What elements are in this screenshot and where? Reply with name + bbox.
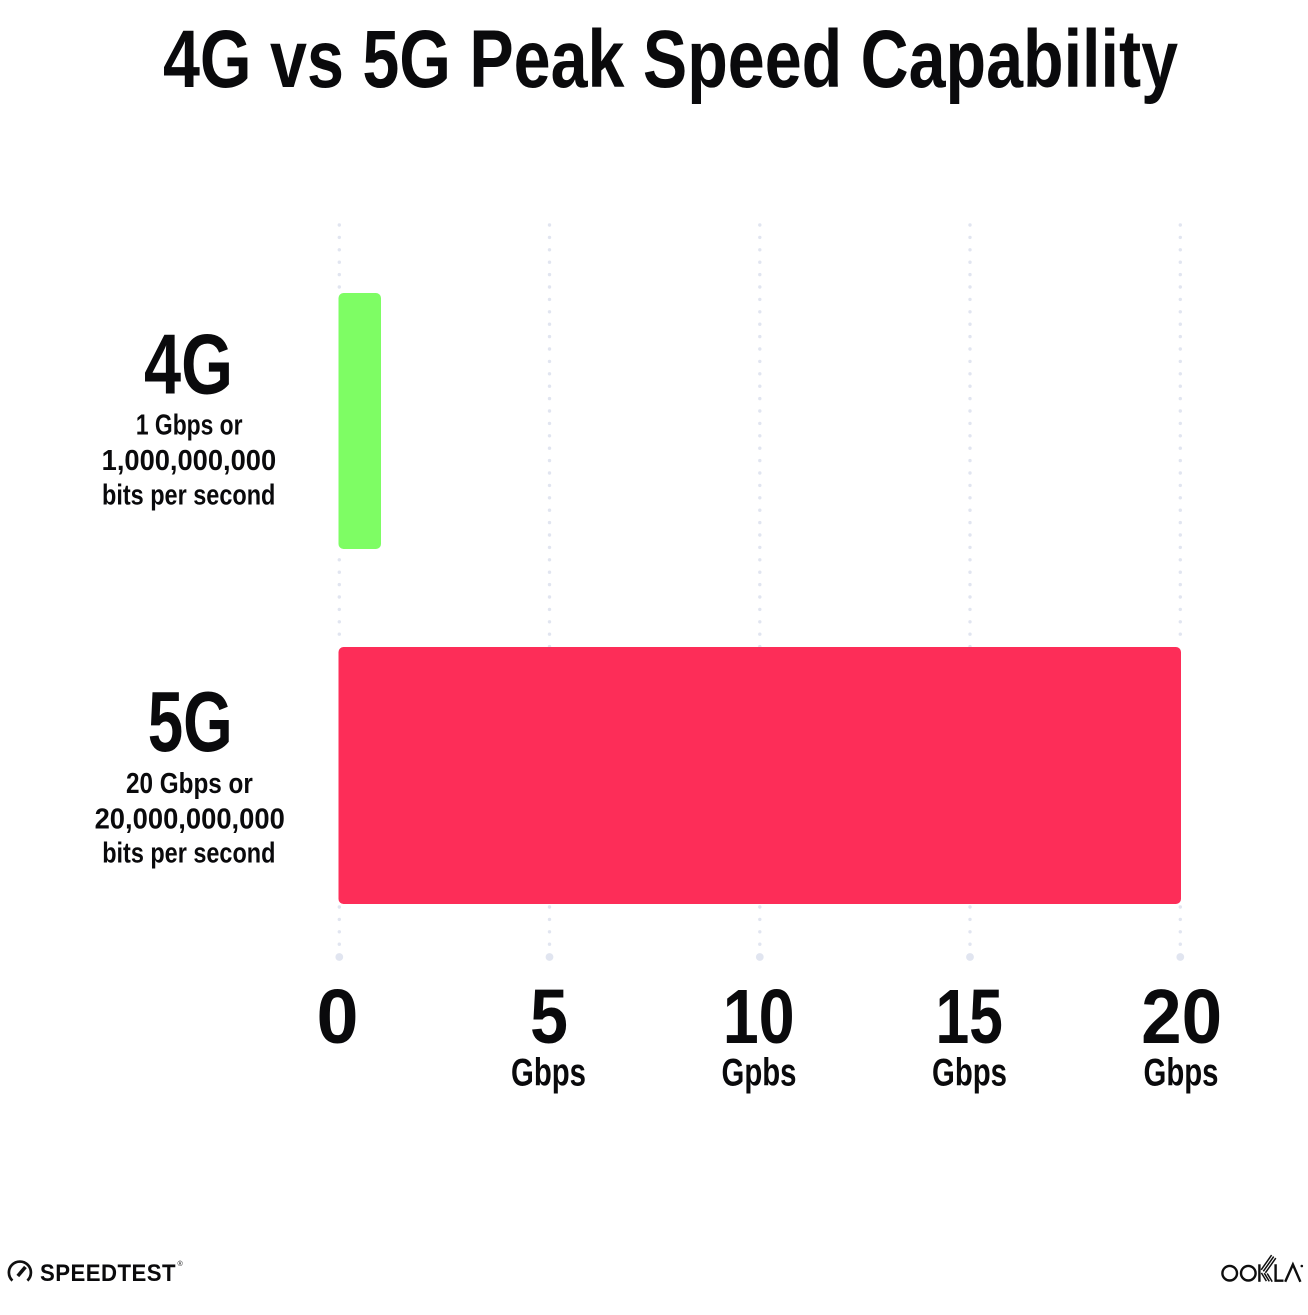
svg-text:Gbps: Gbps xyxy=(1144,1051,1219,1094)
svg-text:5: 5 xyxy=(530,974,568,1060)
svg-text:4G: 4G xyxy=(144,318,233,413)
svg-text:5G: 5G xyxy=(148,675,233,770)
svg-text:Gpbs: Gpbs xyxy=(722,1051,797,1094)
svg-text:bits per second: bits per second xyxy=(102,480,275,512)
svg-text:4G vs 5G Peak Speed Capability: 4G vs 5G Peak Speed Capability xyxy=(163,14,1178,105)
svg-text:10: 10 xyxy=(723,974,795,1060)
svg-text:Gbps: Gbps xyxy=(932,1051,1007,1094)
svg-text:0: 0 xyxy=(317,974,359,1060)
svg-text:20 Gbps or: 20 Gbps or xyxy=(126,768,253,800)
svg-text:15: 15 xyxy=(935,974,1003,1060)
svg-text:1,000,000,000: 1,000,000,000 xyxy=(102,445,277,477)
svg-text:®: ® xyxy=(178,1260,184,1268)
svg-text:Gbps: Gbps xyxy=(511,1051,586,1094)
svg-text:20,000,000,000: 20,000,000,000 xyxy=(95,804,285,836)
svg-text:SPEEDTEST: SPEEDTEST xyxy=(40,1260,176,1287)
svg-text:bits per second: bits per second xyxy=(102,838,275,870)
svg-text:20: 20 xyxy=(1141,974,1222,1060)
svg-text:1 Gbps or: 1 Gbps or xyxy=(136,410,243,442)
